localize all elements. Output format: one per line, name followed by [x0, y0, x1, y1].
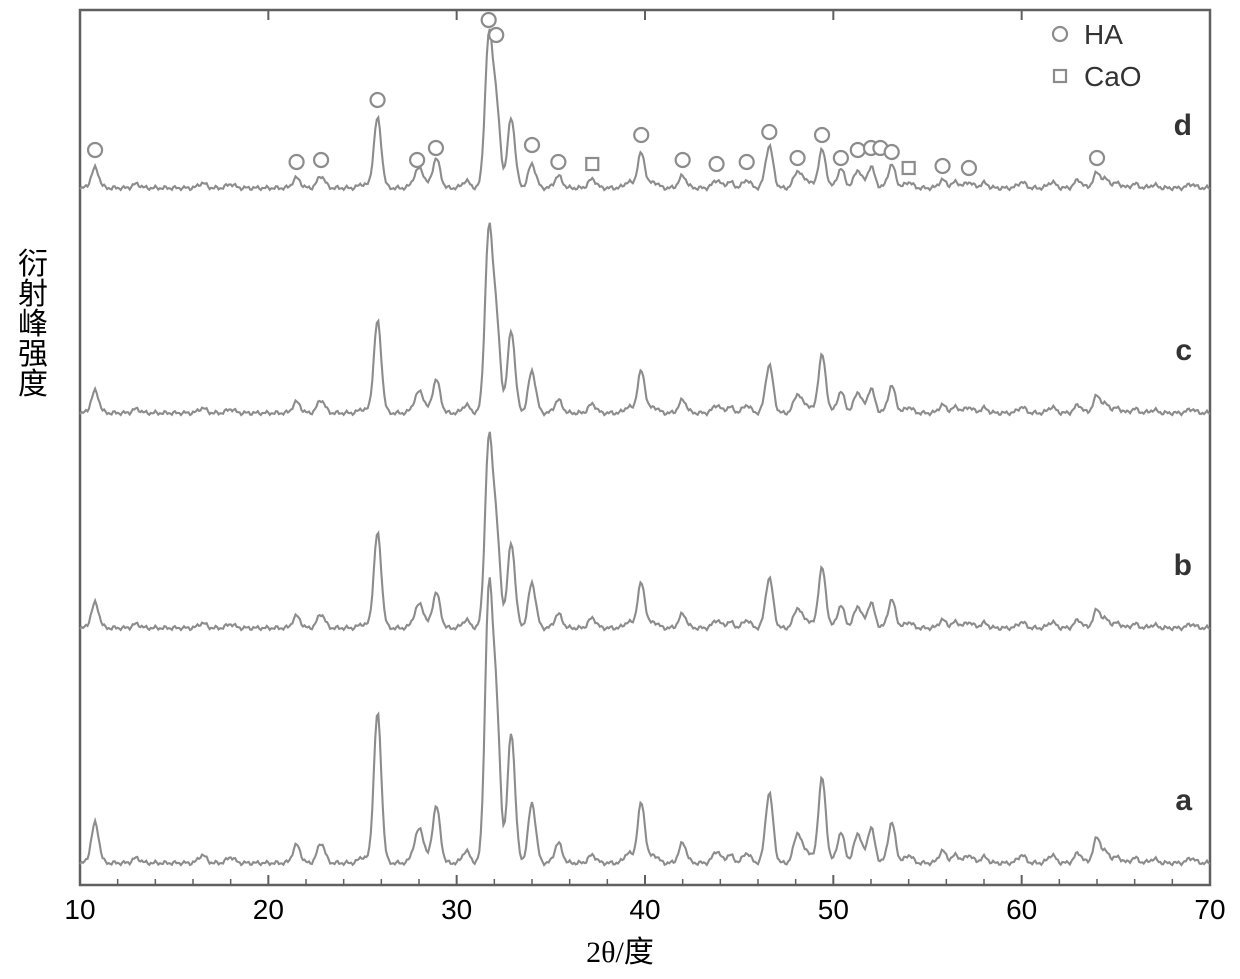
trace-label-a: a [1175, 784, 1192, 817]
y-axis-label: 衍 射 峰 强 度 [18, 250, 48, 400]
ha-marker [936, 159, 950, 173]
ha-marker [88, 143, 102, 157]
trace-c [80, 223, 1210, 415]
ha-marker [371, 93, 385, 107]
ha-marker [851, 143, 865, 157]
ha-marker [791, 151, 805, 165]
legend-label: CaO [1084, 61, 1142, 92]
xrd-chart: 衍 射 峰 强 度 10 20 30 40 50 60 70 a b c d HA CaO 2θ/度 [0, 0, 1240, 979]
ha-marker [962, 161, 976, 175]
ha-marker [290, 155, 304, 169]
plot-svg: 10 20 30 40 50 60 70 a b c d HA CaO [0, 0, 1240, 940]
ha-marker [482, 13, 496, 27]
ha-marker [710, 157, 724, 171]
ylabel-char: 衍 [18, 250, 48, 280]
legend-label: HA [1084, 19, 1123, 50]
ha-marker [525, 138, 539, 152]
ha-marker [429, 141, 443, 155]
svg-text:70: 70 [1194, 894, 1225, 925]
x-axis-label: 2θ/度 [0, 927, 1240, 971]
ha-marker [762, 125, 776, 139]
ha-marker [489, 28, 503, 42]
ha-marker [1090, 151, 1104, 165]
ha-marker [885, 145, 899, 159]
svg-text:50: 50 [818, 894, 849, 925]
cao-marker [586, 158, 598, 170]
ha-marker [815, 128, 829, 142]
svg-text:10: 10 [64, 894, 95, 925]
svg-text:20: 20 [253, 894, 284, 925]
ha-marker [634, 128, 648, 142]
legend-circle-icon [1053, 27, 1067, 41]
trace-label-b: b [1174, 549, 1192, 582]
ha-marker [410, 153, 424, 167]
ylabel-char: 峰 [18, 310, 48, 340]
trace-a [80, 577, 1210, 865]
ylabel-char: 强 [18, 340, 48, 370]
svg-text:60: 60 [1006, 894, 1037, 925]
trace-b [80, 432, 1210, 630]
trace-label-c: c [1175, 334, 1192, 367]
ha-marker [676, 153, 690, 167]
cao-marker [903, 162, 915, 174]
svg-text:40: 40 [629, 894, 660, 925]
ylabel-char: 度 [18, 370, 48, 400]
ha-marker [314, 153, 328, 167]
svg-text:30: 30 [441, 894, 472, 925]
trace-label-d: d [1174, 109, 1192, 142]
legend-square-icon [1054, 70, 1066, 82]
ylabel-char: 射 [18, 280, 48, 310]
ha-marker [834, 151, 848, 165]
trace-d [80, 29, 1210, 190]
ha-marker [551, 155, 565, 169]
ha-marker [740, 155, 754, 169]
